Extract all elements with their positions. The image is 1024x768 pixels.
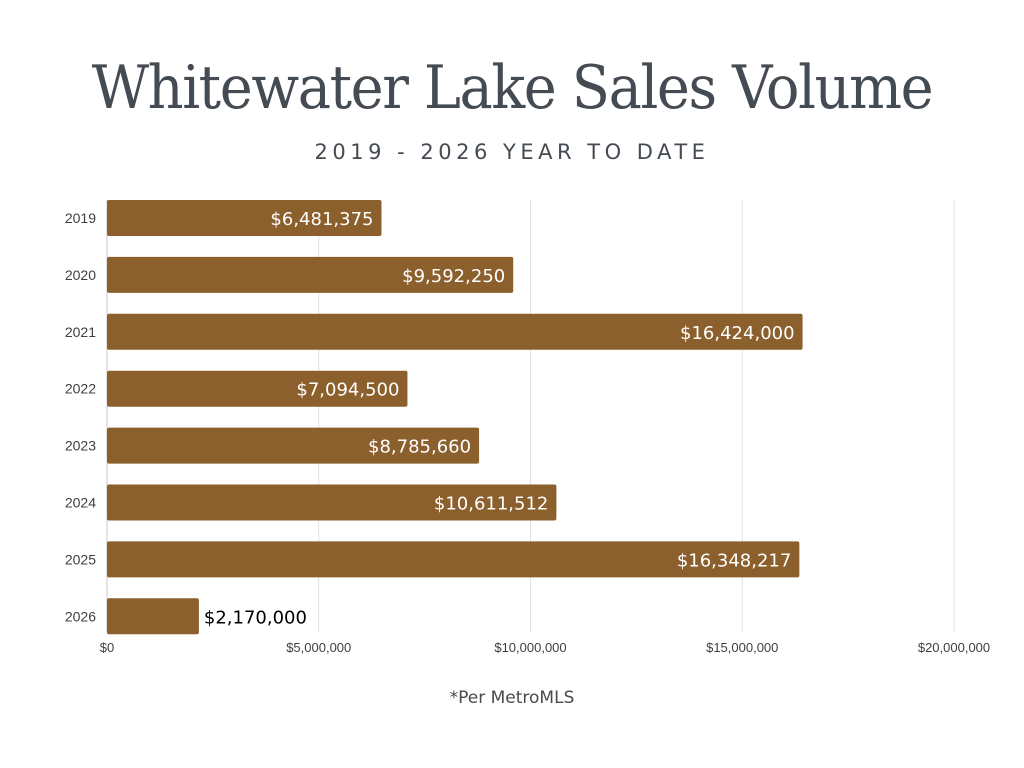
source-footnote: *Per MetroMLS	[449, 688, 575, 708]
y-tick-label: 2022	[65, 381, 96, 397]
bar	[107, 313, 803, 350]
x-tick-label: $15,000,000	[706, 640, 778, 655]
bar	[107, 200, 382, 236]
data-label: $9,592,250	[402, 266, 505, 287]
data-label: $8,785,660	[368, 437, 471, 458]
bar	[107, 541, 800, 578]
y-tick-label: 2025	[65, 551, 96, 567]
chart-subtitle: 2019 - 2026 YEAR TO DATE	[314, 140, 710, 164]
x-tick-label: $0	[100, 640, 114, 655]
y-tick-label: 2026	[65, 608, 96, 624]
y-tick-label: 2019	[65, 210, 96, 226]
data-label: $7,094,500	[296, 380, 399, 401]
data-label: $10,611,512	[434, 494, 549, 515]
data-label: $6,481,375	[270, 209, 373, 230]
y-tick-label: 2020	[65, 267, 96, 283]
x-axis-labels: $0 $5,000,000 $10,000,000 $15,000,000 $20,00…	[100, 640, 990, 655]
bar	[107, 427, 480, 464]
x-tick-label: $5,000,000	[286, 640, 351, 655]
y-axis-labels: 2019 2020 2021 2022 2023 2024 2025 2026	[65, 210, 96, 624]
data-label: $16,424,000	[680, 323, 795, 344]
data-labels: $6,481,375 $9,592,250 $16,424,000 $7,094,50…	[204, 209, 795, 628]
chart-title: Whitewater Lake Sales Volume	[91, 53, 934, 123]
data-label: $2,170,000	[204, 607, 307, 628]
bar	[107, 370, 408, 407]
y-tick-label: 2024	[65, 495, 96, 511]
data-label: $16,348,217	[677, 550, 792, 571]
y-tick-label: 2021	[65, 324, 96, 340]
bars	[107, 200, 803, 635]
bar	[107, 484, 557, 521]
x-tick-label: $10,000,000	[494, 640, 566, 655]
y-tick-label: 2023	[65, 438, 96, 454]
bar	[107, 598, 199, 635]
bar	[107, 256, 514, 293]
x-tick-label: $20,000,000	[918, 640, 990, 655]
